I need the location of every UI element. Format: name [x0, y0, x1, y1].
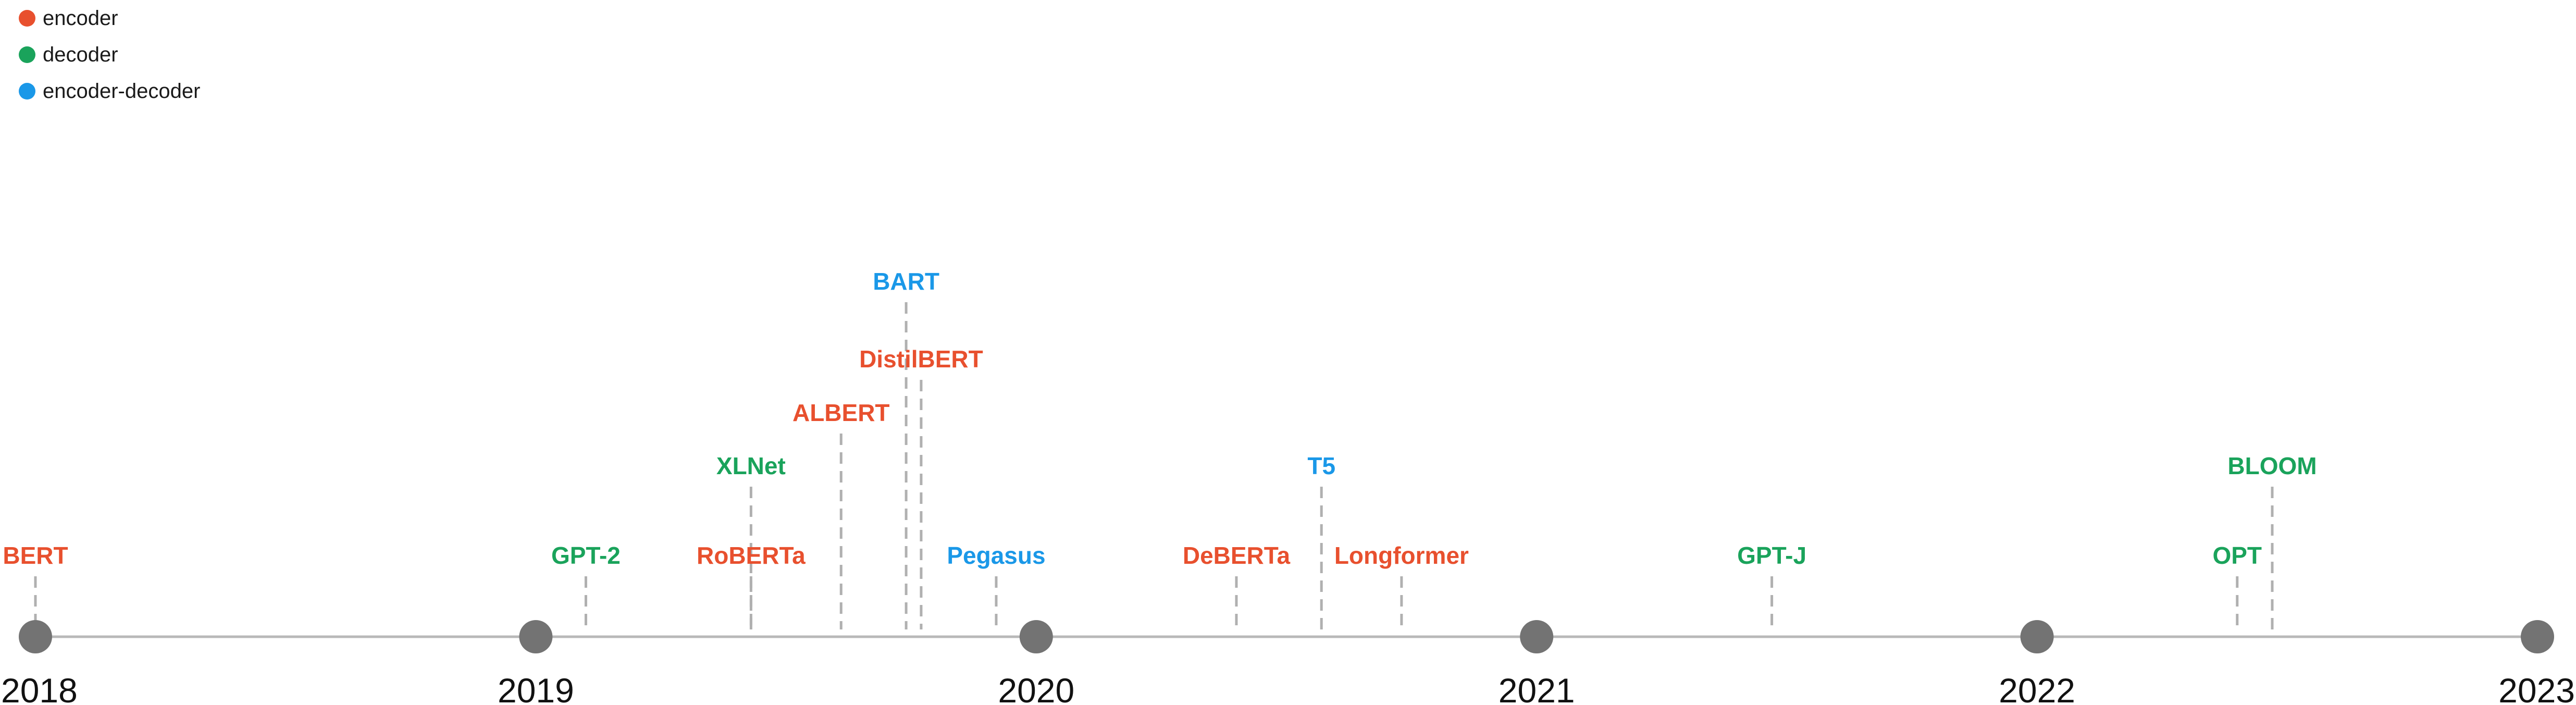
model-label-gpt-j: GPT-J — [1737, 542, 1806, 569]
year-marker-2018 — [19, 620, 52, 653]
year-marker-2021 — [1520, 620, 1554, 653]
model-label-t5: T5 — [1307, 452, 1335, 479]
model-label-opt: OPT — [2212, 542, 2262, 569]
model-label-roberta: RoBERTa — [697, 542, 806, 569]
legend-label: encoder-decoder — [43, 79, 201, 103]
model-label-albert: ALBERT — [792, 399, 890, 426]
model-label-longformer: Longformer — [1334, 542, 1469, 569]
model-label-bart: BART — [873, 268, 939, 295]
year-marker-2022 — [2020, 620, 2054, 653]
model-label-distilbert: DistilBERT — [859, 345, 983, 373]
model-label-bloom: BLOOM — [2227, 452, 2317, 479]
legend-swatch — [19, 83, 35, 100]
year-label-2020: 2020 — [998, 671, 1074, 705]
legend-label: decoder — [43, 43, 118, 66]
legend: encoder decoder encoder-decoder — [19, 0, 200, 109]
year-marker-2023 — [2521, 620, 2554, 653]
legend-item-encoder: encoder — [19, 0, 200, 36]
model-label-xlnet: XLNet — [716, 452, 786, 479]
year-label-2021: 2021 — [1498, 671, 1575, 705]
year-marker-2020 — [1019, 620, 1053, 653]
legend-swatch — [19, 10, 35, 27]
legend-item-encoder-decoder: encoder-decoder — [19, 73, 200, 109]
model-label-bert: BERT — [3, 542, 68, 569]
legend-swatch — [19, 46, 35, 63]
legend-item-decoder: decoder — [19, 36, 200, 73]
year-label-2023: 2023 — [2498, 671, 2575, 705]
year-marker-2019 — [519, 620, 553, 653]
year-label-2022: 2022 — [1999, 671, 2075, 705]
model-label-deberta: DeBERTa — [1183, 542, 1291, 569]
year-label-2019: 2019 — [498, 671, 574, 705]
legend-label: encoder — [43, 6, 118, 30]
year-label-2018: 2018 — [1, 671, 78, 705]
model-label-pegasus: Pegasus — [947, 542, 1045, 569]
model-label-gpt-2: GPT-2 — [551, 542, 621, 569]
